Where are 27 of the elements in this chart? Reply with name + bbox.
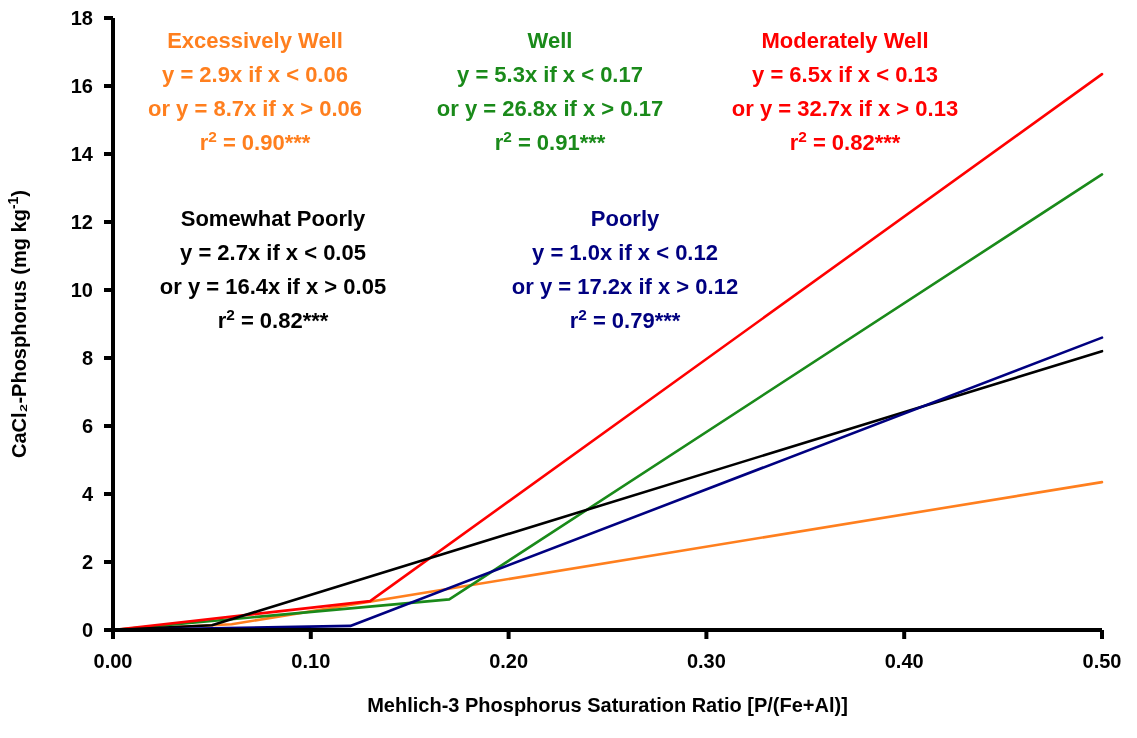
y-tick-label: 4	[81, 483, 94, 505]
y-tick-label: 18	[70, 7, 93, 29]
x-tick-label: 0.10	[291, 650, 331, 672]
text: Well	[527, 28, 573, 53]
text: Excessively Well	[167, 28, 343, 53]
x-tick-label: 0.30	[686, 650, 726, 672]
annotation: y = 2.9x if x < 0.06 or y = 8.7x if x > 0.06 r$^{2}$ = 0.90***	[147, 62, 363, 155]
x-tick-label: 0.00	[93, 650, 133, 672]
x-tick-label: 0.50	[1082, 650, 1122, 672]
x-axis-title: Mehlich-3 Phosphorus Saturation Ratio [P/(Fe+Al)]	[367, 694, 848, 716]
annotation: y = 6.5x if x < 0.13 or y = 32.7x if x > 0.13 r$^{2}$ = 0.82***	[731, 62, 959, 155]
annotation: y = 2.7x if x < 0.05 or y = 16.4x if x > 0.05 r$^{2}$ = 0.82***	[159, 240, 387, 333]
y-tick-label: 2	[81, 551, 93, 573]
annotation: y = 1.0x if x < 0.12 or y = 17.2x if x > 0.12 r$^{2}$ = 0.79***	[511, 240, 739, 333]
y-tick-label: 12	[70, 211, 93, 233]
y-tick-label: 14	[70, 143, 94, 165]
y-tick-label: 8	[81, 347, 93, 369]
x-tick-label: 0.20	[489, 650, 529, 672]
text: Somewhat Poorly	[180, 206, 367, 231]
y-tick-label: 10	[70, 279, 93, 301]
y-tick-label: 0	[81, 619, 93, 641]
annotation: y = 5.3x if x < 0.17 or y = 26.8x if x > 0.17 r$^{2}$ = 0.91***	[436, 62, 664, 155]
text: Poorly	[590, 206, 660, 231]
y-tick-label: 6	[81, 415, 93, 437]
x-tick-label: 0.40	[884, 650, 924, 672]
text: Moderately Well	[761, 28, 929, 53]
y-tick-label: 16	[70, 75, 93, 97]
